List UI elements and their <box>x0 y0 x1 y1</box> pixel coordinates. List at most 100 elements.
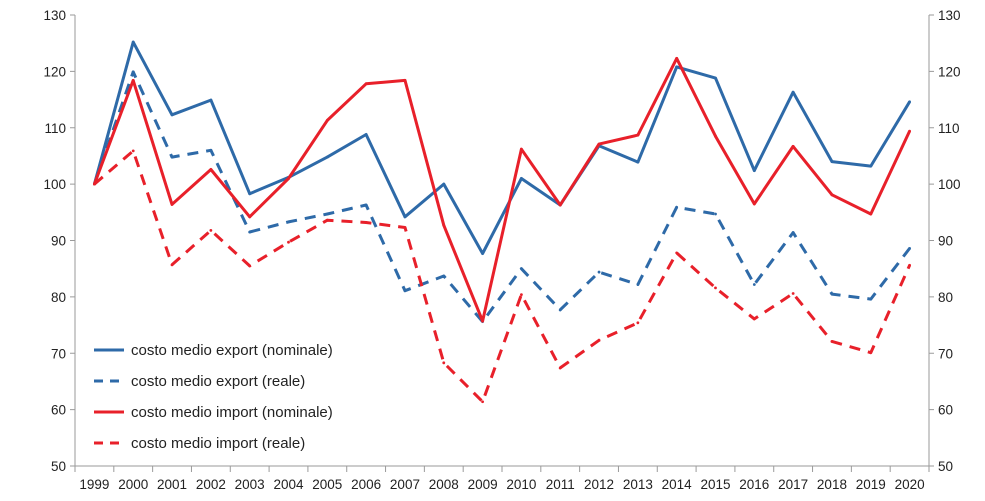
data-point <box>170 155 174 159</box>
data-point <box>170 203 174 206</box>
data-point <box>752 202 756 206</box>
data-point <box>131 78 135 82</box>
data-point <box>791 292 795 295</box>
y-tick-label-right: 50 <box>938 459 953 474</box>
data-point <box>481 252 484 255</box>
data-point <box>714 212 717 216</box>
y-tick-label-right: 130 <box>938 8 961 23</box>
data-point <box>714 76 717 80</box>
x-tick-label: 2020 <box>895 477 925 492</box>
data-point <box>597 338 601 342</box>
y-tick-label-right: 90 <box>938 234 953 249</box>
chart-axes: 50 50 60 60 70 70 80 80 90 90 100 100 110 110 120 120 13… <box>43 8 960 492</box>
data-point <box>830 160 834 163</box>
data-point <box>403 226 407 229</box>
data-point <box>442 274 446 278</box>
x-tick-label: 2008 <box>429 477 459 492</box>
data-point <box>442 223 446 227</box>
data-point <box>170 113 174 117</box>
y-tick-label-right: 80 <box>938 290 953 305</box>
data-point <box>597 270 601 274</box>
data-point <box>869 351 873 355</box>
data-point <box>481 319 484 323</box>
y-tick-label-left: 50 <box>51 459 66 474</box>
data-point <box>248 215 252 219</box>
x-tick-label: 2015 <box>700 477 730 492</box>
data-point <box>209 148 213 152</box>
x-tick-label: 2017 <box>778 477 808 492</box>
y-tick-label-left: 100 <box>43 177 66 192</box>
data-point <box>908 246 911 250</box>
data-point <box>325 119 329 122</box>
x-tick-label: 2007 <box>390 477 420 492</box>
x-tick-label: 2006 <box>351 477 381 492</box>
x-tick-label: 2012 <box>584 477 614 492</box>
data-point <box>791 90 795 94</box>
y-tick-label-left: 80 <box>51 290 66 305</box>
y-tick-label-left: 130 <box>43 8 66 23</box>
data-point <box>248 192 252 196</box>
x-tick-label: 2018 <box>817 477 847 492</box>
chart-series-layer <box>92 40 911 404</box>
data-point <box>131 149 135 153</box>
data-point <box>325 218 329 222</box>
y-tick-label-right: 110 <box>938 121 960 136</box>
data-point <box>287 240 290 244</box>
x-tick-label: 2014 <box>662 477 693 492</box>
legend-box <box>86 334 416 462</box>
data-point <box>520 147 523 151</box>
data-point <box>869 297 873 301</box>
legend-label: costo medio import (reale) <box>131 435 305 452</box>
data-point <box>597 142 601 146</box>
data-point <box>325 155 329 159</box>
data-point <box>209 168 213 171</box>
data-point <box>869 212 873 216</box>
data-point <box>636 321 640 325</box>
data-point <box>752 169 756 172</box>
data-point <box>287 177 290 180</box>
data-point <box>520 267 523 271</box>
data-point <box>908 129 911 133</box>
legend-label: costo medio export (nominale) <box>131 342 333 359</box>
data-point <box>325 212 329 216</box>
y-tick-label-left: 70 <box>51 346 66 361</box>
data-point <box>675 251 679 255</box>
y-tick-label-right: 120 <box>938 64 961 79</box>
data-point <box>209 228 213 232</box>
data-point <box>364 221 368 224</box>
data-point <box>403 289 407 293</box>
legend-label: costo medio export (reale) <box>131 373 305 390</box>
x-tick-label: 2016 <box>739 477 769 492</box>
data-point <box>248 230 252 234</box>
data-point <box>791 231 795 235</box>
legend-label: costo medio import (nominale) <box>131 404 333 421</box>
series-line-4 <box>93 149 911 404</box>
data-point <box>403 215 407 219</box>
data-point <box>908 263 911 267</box>
series-line-3 <box>92 56 911 323</box>
data-point <box>714 134 717 138</box>
y-tick-label-right: 60 <box>938 403 953 418</box>
data-point <box>403 78 407 82</box>
y-tick-label-right: 100 <box>938 177 961 192</box>
data-point <box>287 220 290 224</box>
x-tick-label: 1999 <box>79 477 109 492</box>
y-tick-label-left: 120 <box>43 64 66 79</box>
data-point <box>636 283 640 286</box>
x-tick-label: 2011 <box>546 477 575 492</box>
data-point <box>636 133 640 137</box>
data-point <box>364 133 368 136</box>
data-point <box>209 98 213 102</box>
data-point <box>558 308 562 312</box>
data-point <box>830 292 834 296</box>
data-point <box>752 317 756 321</box>
y-tick-label-left: 90 <box>51 234 66 249</box>
data-point <box>364 203 368 207</box>
data-point <box>675 57 679 60</box>
data-point <box>675 205 679 209</box>
data-point <box>481 400 484 404</box>
data-point <box>170 263 174 267</box>
series-line-2 <box>92 70 911 324</box>
x-tick-label: 2001 <box>157 477 187 492</box>
